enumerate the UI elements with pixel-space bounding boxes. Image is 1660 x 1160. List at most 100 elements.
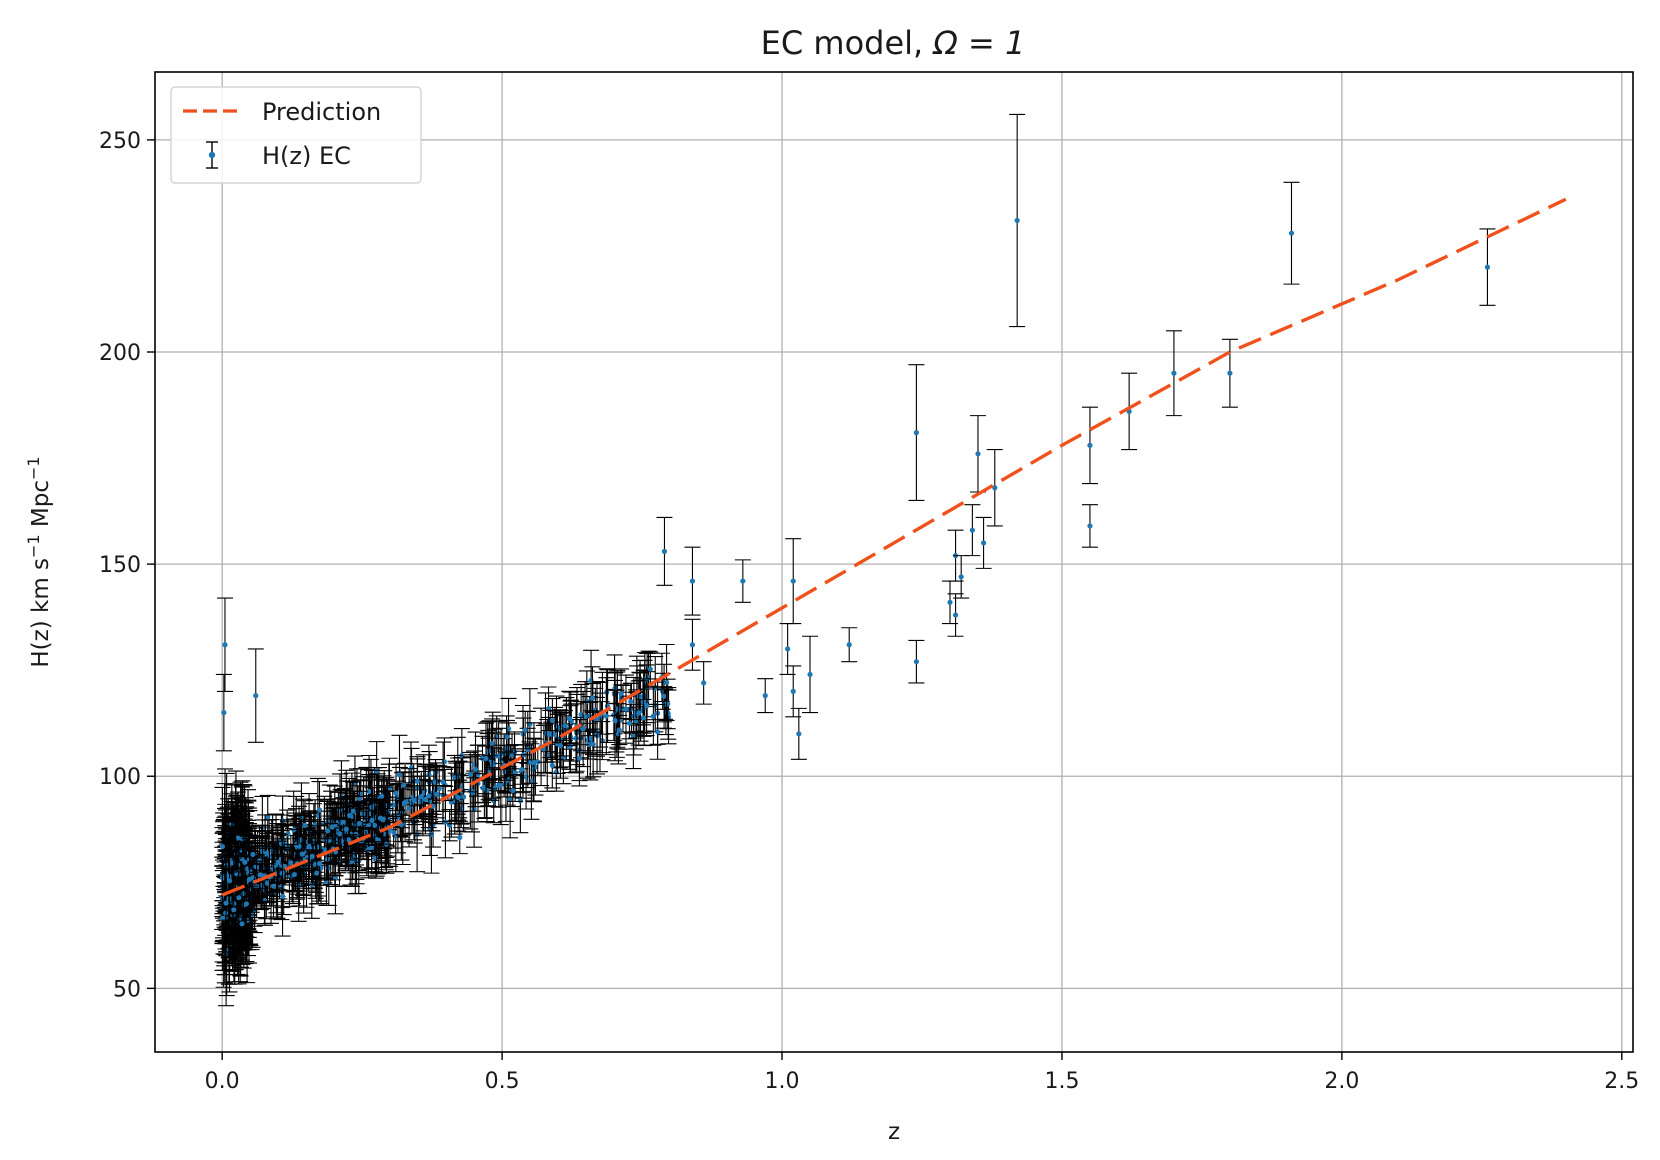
point-marker — [975, 451, 981, 457]
data-point — [969, 415, 986, 493]
point-marker — [913, 430, 919, 436]
data-point — [498, 719, 515, 754]
point-marker — [510, 787, 516, 794]
point-marker — [243, 901, 250, 907]
point-marker — [306, 843, 312, 850]
point-marker — [314, 870, 320, 876]
point-marker — [337, 831, 343, 837]
y-tick-label: 150 — [99, 553, 141, 578]
data-point — [785, 538, 802, 625]
point-marker — [396, 772, 403, 778]
point-marker — [329, 824, 335, 830]
point-marker — [346, 837, 352, 843]
data-point — [585, 711, 602, 778]
point-marker — [552, 732, 559, 738]
data-point — [734, 559, 751, 603]
data-point — [428, 770, 445, 819]
data-point — [338, 792, 355, 866]
data-point — [296, 800, 313, 851]
data-point — [684, 546, 701, 616]
y-axis-label: H(z) km s−1 Mpc−1 — [24, 456, 54, 667]
point-marker — [483, 755, 489, 762]
point-marker — [740, 578, 746, 584]
data-point — [406, 775, 423, 826]
point-marker — [275, 859, 281, 865]
data-point — [341, 795, 358, 836]
data-point — [573, 683, 590, 746]
data-point — [908, 364, 925, 502]
point-marker — [701, 680, 707, 686]
data-point — [340, 818, 357, 861]
point-marker — [522, 727, 528, 733]
point-marker — [356, 795, 363, 802]
data-point — [964, 504, 981, 557]
data-point — [286, 858, 303, 892]
data-point — [215, 673, 232, 752]
point-marker — [958, 574, 964, 580]
data-point — [908, 639, 925, 684]
point-marker — [372, 822, 378, 828]
point-marker — [264, 880, 271, 886]
point-marker — [549, 717, 555, 724]
data-point — [638, 688, 655, 724]
data-point — [218, 853, 235, 953]
point-marker — [807, 671, 813, 678]
data-point — [294, 833, 311, 875]
data-point — [417, 764, 434, 835]
point-marker — [428, 831, 435, 838]
point-marker — [785, 646, 791, 652]
prediction-line — [221, 197, 1567, 897]
data-point — [364, 798, 381, 843]
point-marker — [356, 820, 362, 827]
data-point — [645, 686, 662, 746]
point-marker — [418, 793, 424, 800]
point-marker — [316, 807, 323, 813]
data-point — [575, 690, 592, 768]
x-tick-label: 0.5 — [485, 1069, 520, 1094]
data-point — [431, 765, 448, 812]
point-marker — [226, 878, 233, 884]
data-point — [695, 661, 712, 705]
point-marker — [264, 850, 270, 856]
y-axis: 50 100 150 200 250 — [99, 129, 155, 1002]
point-marker — [913, 659, 919, 665]
point-marker — [346, 812, 353, 819]
data-point — [395, 771, 412, 799]
point-marker — [519, 766, 525, 773]
point-marker — [1227, 370, 1233, 376]
point-marker — [270, 883, 277, 889]
point-marker — [426, 793, 432, 799]
point-marker — [612, 718, 618, 724]
point-marker — [236, 895, 242, 901]
point-marker — [393, 790, 399, 796]
point-marker — [309, 853, 315, 859]
point-marker — [640, 715, 647, 721]
x-tick-label: 0.0 — [205, 1069, 240, 1094]
point-marker — [535, 759, 541, 765]
data-point — [1081, 504, 1098, 548]
y-tick-label: 50 — [113, 977, 141, 1002]
y-tick-label: 250 — [99, 129, 141, 154]
point-marker — [627, 707, 633, 713]
point-marker — [302, 822, 308, 828]
point-marker — [1288, 230, 1295, 236]
data-point — [220, 825, 237, 927]
point-marker — [525, 746, 531, 753]
point-marker — [434, 791, 440, 797]
data-point — [311, 825, 328, 902]
point-marker — [980, 540, 987, 546]
data-point — [552, 712, 569, 779]
data-point — [535, 724, 552, 773]
data-cloud — [214, 643, 677, 1007]
point-marker — [379, 793, 385, 799]
point-marker — [239, 921, 245, 927]
point-marker — [374, 836, 380, 843]
point-marker — [343, 826, 349, 832]
data-point — [656, 516, 673, 586]
data-point — [247, 648, 264, 743]
data-point — [802, 635, 819, 714]
x-tick-label: 1.0 — [765, 1069, 800, 1094]
point-marker — [285, 831, 291, 837]
data-point — [598, 677, 615, 756]
